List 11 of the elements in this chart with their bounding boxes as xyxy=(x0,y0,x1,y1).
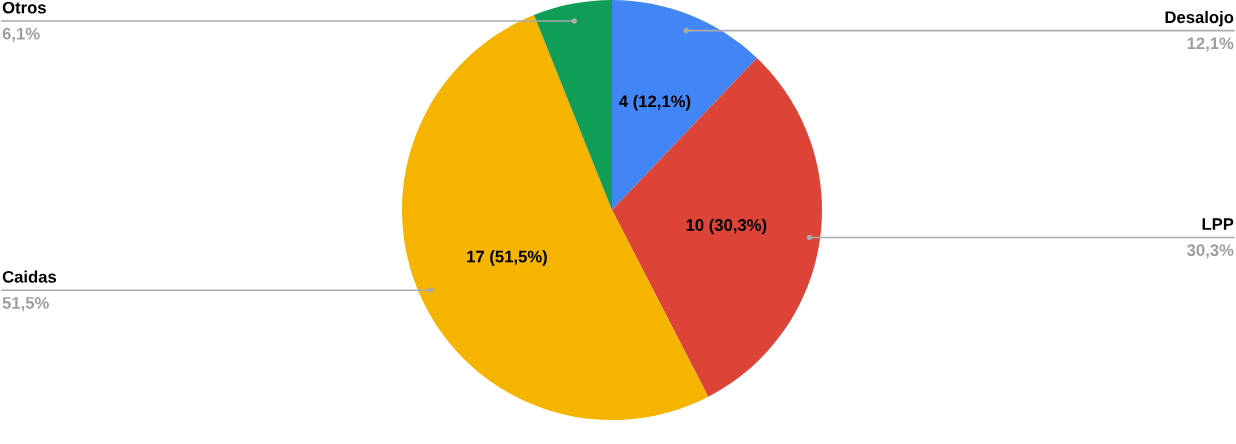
slice-label: Caidas xyxy=(2,270,57,283)
text: 6,1% xyxy=(2,27,40,42)
text: 51,5% xyxy=(2,297,49,312)
slice-label: Otros xyxy=(2,1,46,14)
text: 30,3% xyxy=(1187,244,1234,259)
slice-label: LPP xyxy=(1202,218,1234,230)
slice-label: Desalojo xyxy=(1165,10,1234,27)
text: 12,1% xyxy=(1187,37,1234,52)
data-label: 10 (30,3%) xyxy=(686,218,767,235)
data-label: 17 (51,5%) xyxy=(467,250,547,266)
data-label: 4 (12,1%) xyxy=(619,95,691,111)
